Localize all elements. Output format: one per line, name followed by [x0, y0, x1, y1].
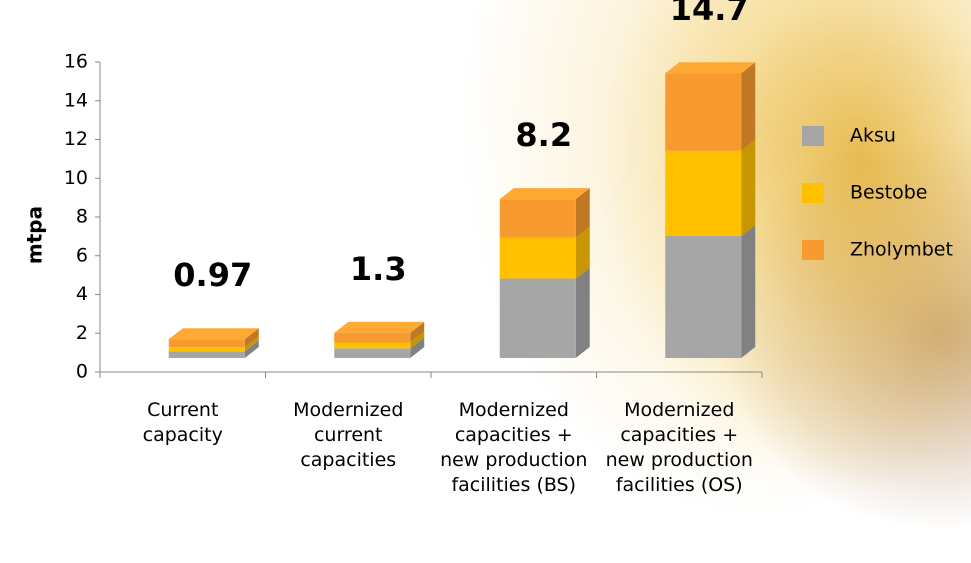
bar-side — [244, 328, 259, 348]
bar-side — [575, 188, 590, 238]
x-tick-label: Modernized capacities + new production f… — [440, 399, 588, 496]
y-tick-label: 6 — [76, 244, 88, 266]
bar-side — [575, 267, 590, 358]
bar-segment — [334, 332, 411, 343]
bar-side — [410, 321, 425, 343]
bar-side — [410, 331, 425, 349]
bar-segment — [499, 237, 576, 279]
bar-segment — [665, 73, 742, 151]
bar-side — [244, 336, 259, 352]
bar-side — [741, 224, 756, 358]
legend-label: Zholymbet — [850, 239, 953, 261]
bar-segment — [168, 351, 245, 358]
legend-swatch — [802, 183, 824, 203]
legend-swatch — [802, 126, 824, 146]
bar-top — [499, 188, 590, 200]
y-tick-label: 8 — [76, 206, 88, 228]
bar-side — [741, 139, 756, 236]
total-label: 1.3 — [350, 250, 407, 288]
bar-top — [168, 328, 259, 340]
y-tick-label: 4 — [76, 283, 88, 305]
y-tick-label: 10 — [64, 167, 88, 189]
y-tick-label: 16 — [64, 51, 88, 73]
bar-segment — [168, 339, 245, 348]
bar-segment — [334, 348, 411, 358]
bar-side — [410, 337, 425, 358]
bar-segment — [499, 199, 576, 238]
bar-side — [244, 340, 259, 358]
bar-segment — [168, 347, 245, 352]
bar-segment — [499, 278, 576, 358]
bar-side — [741, 62, 756, 151]
bar-side — [575, 226, 590, 279]
x-tick-label: Modernized capacities + new production f… — [605, 399, 753, 496]
bar-segment — [665, 235, 742, 358]
legend-swatch — [802, 240, 824, 260]
y-tick-label: 12 — [64, 128, 88, 150]
bar-segment — [334, 342, 411, 349]
bar-segment — [665, 150, 742, 236]
x-tick-label: Modernized current capacities — [293, 399, 404, 471]
y-tick-label: 2 — [76, 322, 88, 344]
total-label: 8.2 — [515, 116, 572, 154]
bar-top — [665, 62, 756, 74]
y-tick-label: 14 — [64, 89, 88, 111]
total-label: 14.7 — [670, 0, 749, 28]
y-axis-title: mtpa — [23, 206, 47, 264]
total-label: 0.97 — [173, 256, 252, 294]
legend-label: Bestobe — [850, 182, 927, 204]
bar-top — [334, 321, 425, 333]
y-tick-label: 0 — [76, 361, 88, 383]
x-tick-label: Current capacity — [142, 399, 223, 446]
legend-label: Aksu — [850, 125, 896, 147]
